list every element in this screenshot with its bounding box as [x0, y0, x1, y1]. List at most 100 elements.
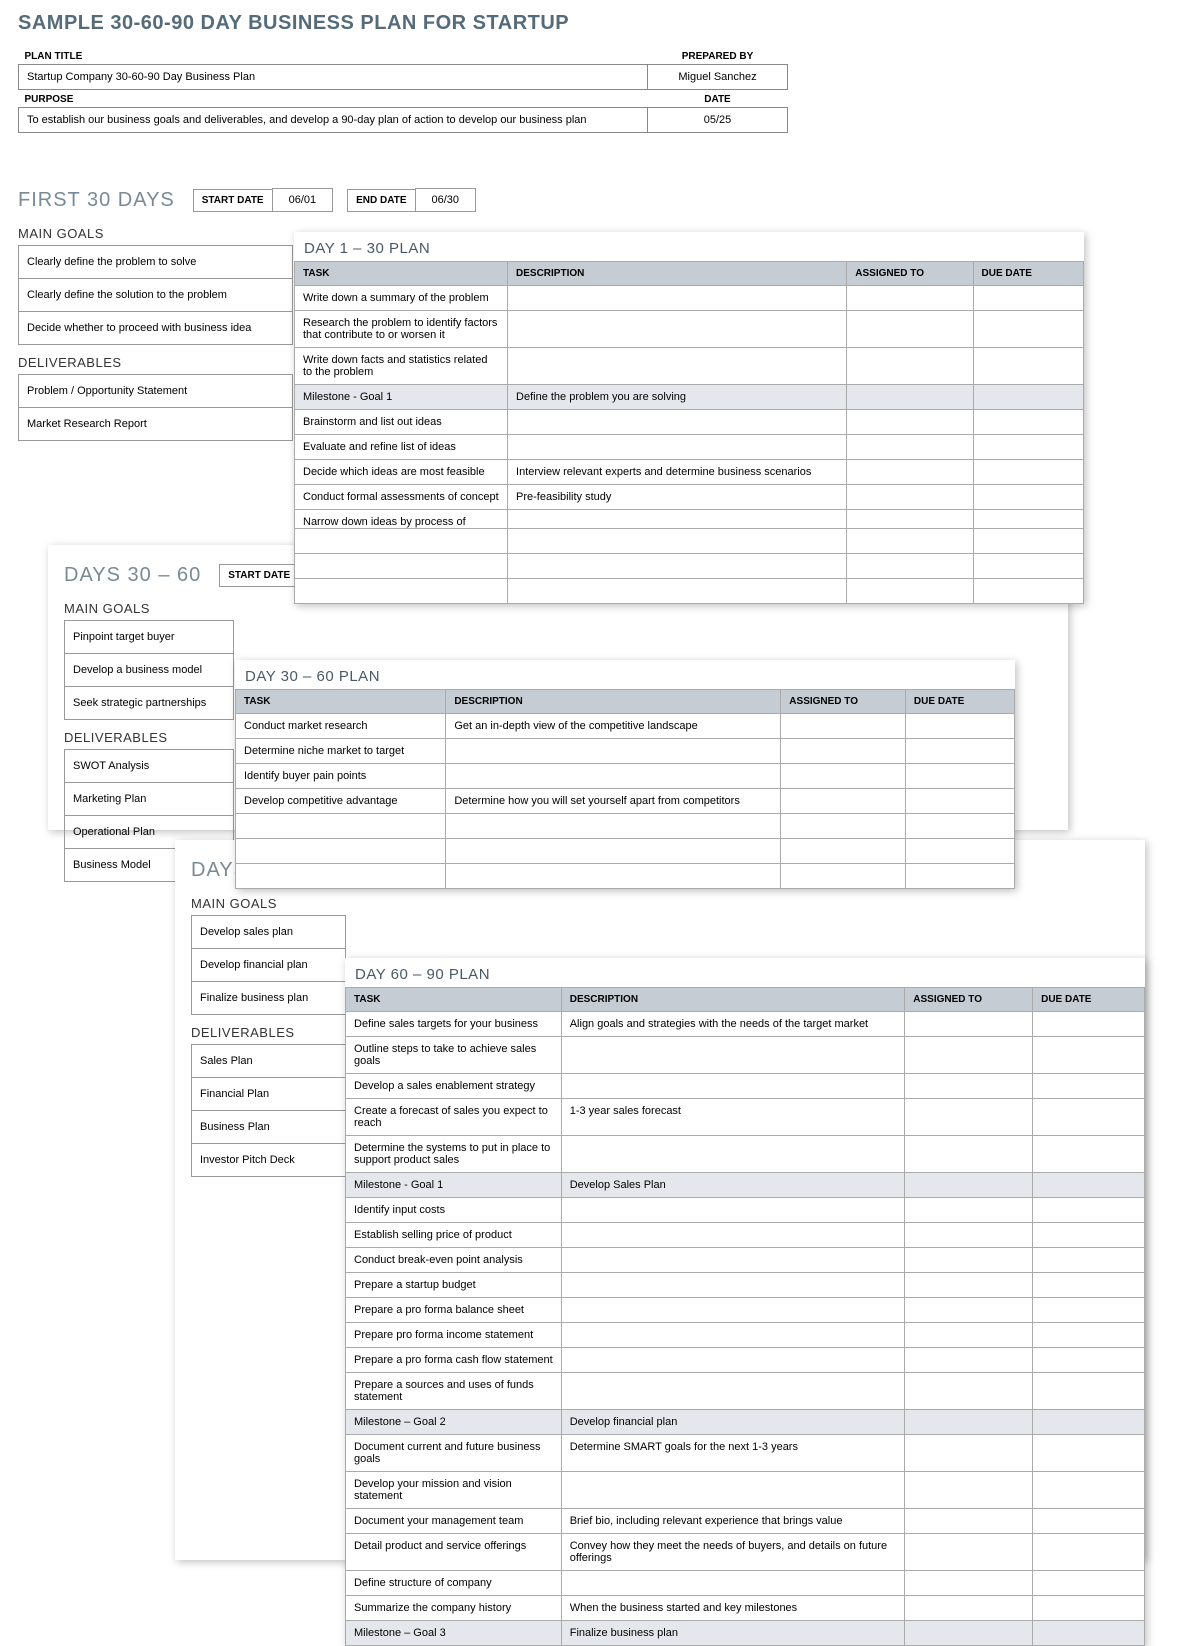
list-item: Clearly define the solution to the probl…: [19, 279, 293, 312]
plan-cell: [781, 739, 906, 764]
plan-cell: [508, 529, 847, 554]
plan-cell: Establish selling price of product: [346, 1223, 562, 1248]
list-item: Develop financial plan: [192, 949, 346, 982]
plan-cell: [446, 739, 781, 764]
start-date-label: START DATE: [219, 564, 298, 587]
list-item: Market Research Report: [19, 408, 293, 441]
plan-cell: [1033, 1472, 1145, 1509]
plan-cell: [973, 410, 1083, 435]
col-header: DESCRIPTION: [561, 988, 905, 1012]
plan-cell: [561, 1348, 905, 1373]
plan-cell: Identify input costs: [346, 1198, 562, 1223]
plan3-title: DAY 60 – 90 PLAN: [345, 958, 1145, 987]
plan-cell: [905, 1037, 1033, 1074]
plan-cell: [1033, 1248, 1145, 1273]
col-header: TASK: [295, 262, 508, 286]
plan-cell: Create a forecast of sales you expect to…: [346, 1099, 562, 1136]
plan-cell: Research the problem to identify factors…: [295, 311, 508, 348]
main-goals-label: MAIN GOALS: [191, 896, 1129, 911]
plan-cell: [561, 1472, 905, 1509]
plan-cell: [905, 1173, 1033, 1198]
plan-cell: [973, 311, 1083, 348]
plan-cell: [905, 1435, 1033, 1472]
plan-cell: [905, 1621, 1033, 1646]
date-value: 05/25: [648, 108, 788, 133]
plan-cell: [561, 1223, 905, 1248]
page-title: SAMPLE 30-60-90 DAY BUSINESS PLAN FOR ST…: [0, 0, 1195, 43]
plan-cell: [781, 864, 906, 889]
col-header: ASSIGNED TO: [905, 988, 1033, 1012]
plan-cell: Align goals and strategies with the need…: [561, 1012, 905, 1037]
plan-cell: [1033, 1348, 1145, 1373]
plan-cell: Develop Sales Plan: [561, 1173, 905, 1198]
prepared-by-value: Miguel Sanchez: [648, 65, 788, 90]
start-date-label: START DATE: [193, 189, 272, 212]
plan-cell: Prepare a pro forma balance sheet: [346, 1298, 562, 1323]
plan-cell: [973, 579, 1083, 604]
plan-cell: Determine SMART goals for the next 1-3 y…: [561, 1435, 905, 1472]
plan-cell: Develop a sales enablement strategy: [346, 1074, 562, 1099]
period3-goals: Develop sales planDevelop financial plan…: [191, 915, 346, 1015]
plan-cell: [446, 814, 781, 839]
plan-cell: Brief bio, including relevant experience…: [561, 1509, 905, 1534]
plan-cell: [1033, 1273, 1145, 1298]
plan-cell: [561, 1074, 905, 1099]
plan-cell: [905, 1099, 1033, 1136]
plan1-table: TASKDESCRIPTIONASSIGNED TODUE DATE Write …: [294, 261, 1084, 604]
plan-cell: Write down a summary of the problem: [295, 286, 508, 311]
plan-cell: Write down facts and statistics related …: [295, 348, 508, 385]
plan-cell: [1033, 1435, 1145, 1472]
plan-cell: [973, 435, 1083, 460]
col-header: DUE DATE: [1033, 988, 1145, 1012]
plan-cell: [1033, 1621, 1145, 1646]
list-item: Develop a business model: [65, 654, 234, 687]
plan-cell: [1033, 1012, 1145, 1037]
plan-cell: [1033, 1136, 1145, 1173]
plan-cell: [781, 839, 906, 864]
plan-cell: [1033, 1099, 1145, 1136]
plan-cell: Milestone - Goal 1: [295, 385, 508, 410]
plan-cell: [508, 510, 847, 529]
plan-cell: Summarize the company history: [346, 1596, 562, 1621]
plan-cell: Prepare a sources and uses of funds stat…: [346, 1373, 562, 1410]
plan-cell: [847, 554, 973, 579]
plan-cell: Interview relevant experts and determine…: [508, 460, 847, 485]
end-date-label: END DATE: [347, 189, 414, 212]
plan-cell: [1033, 1323, 1145, 1348]
plan-cell: [1033, 1534, 1145, 1571]
list-item: Marketing Plan: [65, 783, 234, 816]
plan-cell: [1033, 1571, 1145, 1596]
plan-cell: Define the problem you are solving: [508, 385, 847, 410]
plan-cell: [508, 554, 847, 579]
col-header: TASK: [346, 988, 562, 1012]
col-header: DESCRIPTION: [508, 262, 847, 286]
col-header: ASSIGNED TO: [847, 262, 973, 286]
plan-cell: [508, 286, 847, 311]
plan1-title: DAY 1 – 30 PLAN: [294, 232, 1084, 261]
list-item: Sales Plan: [192, 1045, 346, 1078]
plan-cell: [561, 1571, 905, 1596]
plan-cell: [905, 1223, 1033, 1248]
plan-cell: [973, 385, 1083, 410]
col-header: DUE DATE: [905, 690, 1014, 714]
plan-cell: [905, 1136, 1033, 1173]
plan-cell: [847, 348, 973, 385]
col-header: DUE DATE: [973, 262, 1083, 286]
list-item: Decide whether to proceed with business …: [19, 312, 293, 345]
plan-cell: [1033, 1074, 1145, 1099]
list-item: Business Plan: [192, 1111, 346, 1144]
plan-cell: [295, 554, 508, 579]
plan-cell: [1033, 1173, 1145, 1198]
plan-cell: Decide which ideas are most feasible: [295, 460, 508, 485]
plan-cell: [973, 529, 1083, 554]
plan-cell: [1033, 1373, 1145, 1410]
plan-cell: [561, 1323, 905, 1348]
plan3-table: TASKDESCRIPTIONASSIGNED TODUE DATEDefine…: [345, 987, 1145, 1646]
plan-cell: [973, 286, 1083, 311]
plan-cell: [847, 410, 973, 435]
period1-deliverables: Problem / Opportunity StatementMarket Re…: [18, 374, 293, 441]
col-header: ASSIGNED TO: [781, 690, 906, 714]
plan-cell: [905, 1273, 1033, 1298]
plan-cell: [508, 348, 847, 385]
plan-cell: [781, 789, 906, 814]
